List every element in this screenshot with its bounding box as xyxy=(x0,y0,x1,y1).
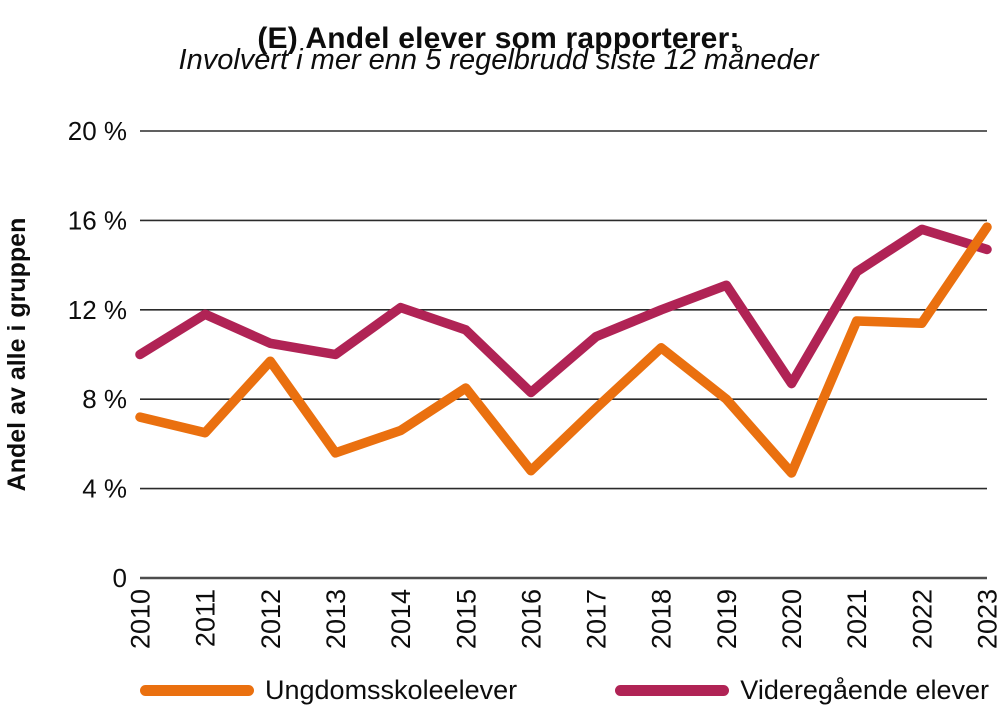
x-tick-label: 2014 xyxy=(386,589,416,649)
legend: Ungdomsskoleelever Videregående elever xyxy=(140,668,989,712)
x-tick-label: 2022 xyxy=(907,589,937,649)
x-tick-label: 2010 xyxy=(126,589,156,649)
x-tick-label: 2011 xyxy=(191,589,221,647)
x-tick-label: 2015 xyxy=(451,589,481,649)
x-tick-label: 2017 xyxy=(582,589,612,649)
y-tick-label: 12 % xyxy=(68,295,127,325)
x-tick-label: 2012 xyxy=(256,589,286,649)
x-tick-label: 2018 xyxy=(647,589,677,649)
legend-swatch-icon xyxy=(615,684,730,696)
legend-label: Videregående elever xyxy=(740,674,989,705)
legend-item-ungdomsskoleelever: Ungdomsskoleelever xyxy=(140,675,517,706)
legend-label: Ungdomsskoleelever xyxy=(265,674,518,705)
legend-swatch-icon xyxy=(140,684,254,696)
series-line-0 xyxy=(135,222,992,478)
y-tick-label: 8 % xyxy=(82,384,127,414)
y-tick-label: 0 xyxy=(113,563,127,593)
x-tick-label: 2021 xyxy=(842,589,872,649)
y-tick-label: 16 % xyxy=(68,205,127,235)
y-tick-label: 20 % xyxy=(68,116,127,146)
x-tick-label: 2019 xyxy=(712,589,742,649)
x-tick-label: 2020 xyxy=(777,589,807,649)
x-tick-label: 2016 xyxy=(516,589,546,649)
chart-subtitle: Involvert i mer enn 5 regelbrudd siste 1… xyxy=(178,44,819,76)
y-axis-label: Andel av alle i gruppen xyxy=(3,218,31,492)
legend-item-videregaende-elever: Videregående elever xyxy=(615,675,989,706)
y-tick-label: 4 % xyxy=(82,474,127,504)
series-line-1 xyxy=(135,224,992,398)
chart-title: (E) Andel elever som rapporterer: xyxy=(257,22,740,56)
x-tick-label: 2013 xyxy=(321,589,351,649)
x-tick-label: 2023 xyxy=(973,589,997,649)
